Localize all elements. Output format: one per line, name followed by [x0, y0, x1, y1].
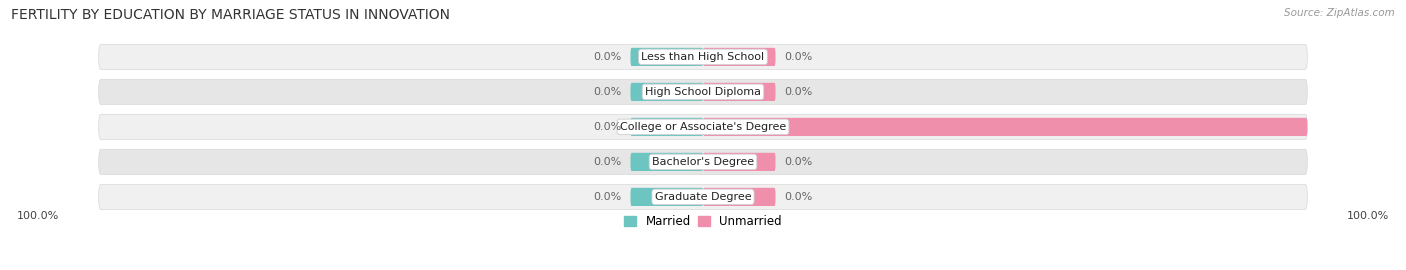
Text: Bachelor's Degree: Bachelor's Degree — [652, 157, 754, 167]
FancyBboxPatch shape — [703, 48, 776, 66]
Text: 100.0%: 100.0% — [1347, 211, 1389, 221]
FancyBboxPatch shape — [630, 48, 703, 66]
Text: Less than High School: Less than High School — [641, 52, 765, 62]
Text: College or Associate's Degree: College or Associate's Degree — [620, 122, 786, 132]
Text: 0.0%: 0.0% — [785, 52, 813, 62]
FancyBboxPatch shape — [703, 118, 1308, 136]
Text: 0.0%: 0.0% — [593, 157, 621, 167]
FancyBboxPatch shape — [98, 79, 1308, 104]
FancyBboxPatch shape — [703, 83, 776, 101]
Text: High School Diploma: High School Diploma — [645, 87, 761, 97]
FancyBboxPatch shape — [98, 44, 1308, 69]
FancyBboxPatch shape — [703, 153, 776, 171]
Text: 0.0%: 0.0% — [593, 87, 621, 97]
Text: 0.0%: 0.0% — [785, 87, 813, 97]
Legend: Married, Unmarried: Married, Unmarried — [621, 213, 785, 231]
FancyBboxPatch shape — [98, 184, 1308, 210]
Text: 0.0%: 0.0% — [593, 52, 621, 62]
FancyBboxPatch shape — [630, 188, 703, 206]
Text: 0.0%: 0.0% — [593, 122, 621, 132]
Text: Source: ZipAtlas.com: Source: ZipAtlas.com — [1284, 8, 1395, 18]
Text: 0.0%: 0.0% — [593, 192, 621, 202]
Text: 0.0%: 0.0% — [785, 192, 813, 202]
Text: 0.0%: 0.0% — [785, 157, 813, 167]
FancyBboxPatch shape — [630, 118, 703, 136]
FancyBboxPatch shape — [630, 83, 703, 101]
FancyBboxPatch shape — [703, 188, 776, 206]
Text: 100.0%: 100.0% — [1313, 122, 1360, 132]
Text: Graduate Degree: Graduate Degree — [655, 192, 751, 202]
FancyBboxPatch shape — [98, 149, 1308, 174]
FancyBboxPatch shape — [98, 114, 1308, 140]
Text: FERTILITY BY EDUCATION BY MARRIAGE STATUS IN INNOVATION: FERTILITY BY EDUCATION BY MARRIAGE STATU… — [11, 8, 450, 22]
Text: 100.0%: 100.0% — [17, 211, 59, 221]
FancyBboxPatch shape — [630, 153, 703, 171]
